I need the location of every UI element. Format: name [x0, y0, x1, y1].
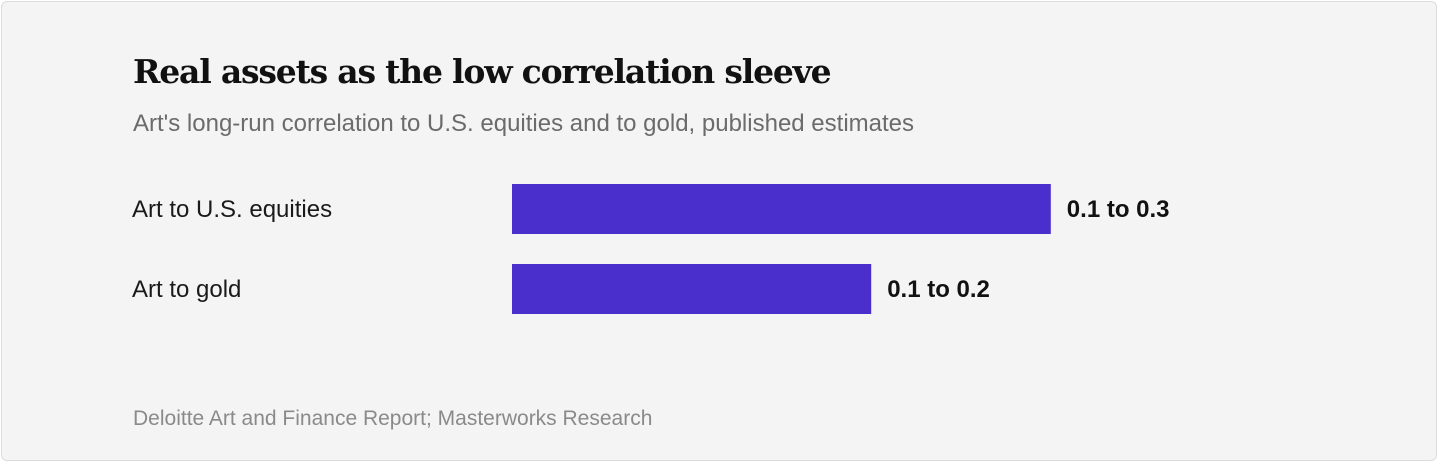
- bar: [512, 264, 872, 314]
- value-label: 0.1 to 0.2: [887, 276, 990, 303]
- chart-title: Real assets as the low correlation sleev…: [133, 52, 832, 91]
- category-label: Art to gold: [132, 276, 241, 303]
- category-label: Art to U.S. equities: [132, 196, 332, 223]
- value-label: 0.1 to 0.3: [1067, 196, 1170, 223]
- chart-source: Deloitte Art and Finance Report; Masterw…: [133, 407, 653, 430]
- bar: [512, 184, 1051, 234]
- chart-subtitle: Art's long-run correlation to U.S. equit…: [133, 110, 915, 137]
